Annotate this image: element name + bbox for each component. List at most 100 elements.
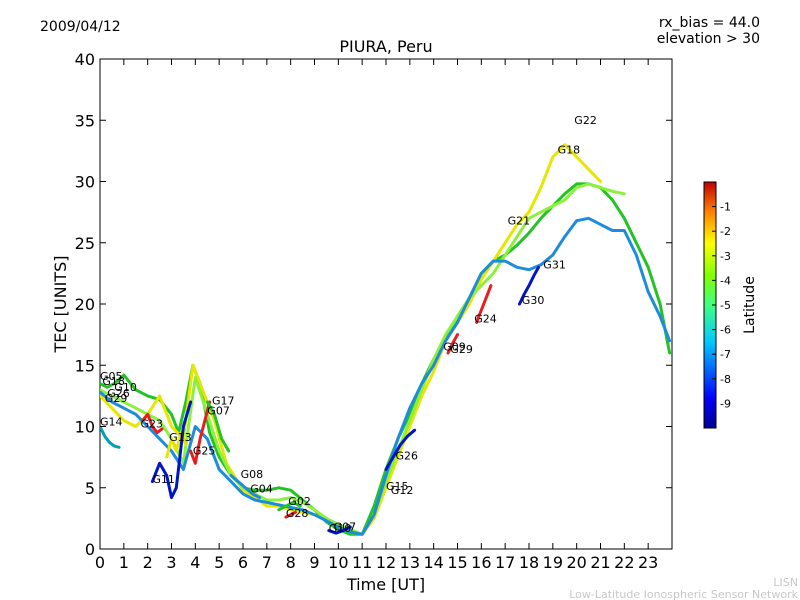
y-tick-label: 25 [75,234,95,253]
x-tick-label: 23 [638,553,658,572]
y-tick-label: 15 [75,356,95,375]
sat-label-g15: G15 [386,480,409,493]
series-g10 [327,525,352,535]
annotation-layer: G22G18G21G31G30G24G09G29G26G15G12G02G28G… [100,114,597,535]
x-tick-label: 2 [143,553,153,572]
x-tick-label: 1 [119,553,129,572]
colorbar-ticks: -1 -2 -3 -4 -5 -6 -7 -8 -9 [712,201,731,410]
x-tick-label: 21 [590,553,610,572]
series-g30 [518,265,540,306]
sat-label-g02: G02 [288,495,311,508]
series-g24 [475,284,493,324]
x-tick-label: 7 [262,553,272,572]
colorbar-tick-label: -5 [720,299,731,312]
y-tick-label: 35 [75,111,95,130]
x-axis: 0 1 2 3 4 5 6 7 8 9 10 11 12 13 14 15 16 17 18 19 20 21 22 23 [95,59,658,572]
sat-label-g31: G31 [543,259,566,272]
x-axis-label: Time [UT] [346,575,425,594]
sat-label-g23: G23 [141,418,164,431]
series-g14 [100,425,121,449]
elevation-label: elevation > 30 [657,31,760,47]
y-tick-label: 10 [75,418,95,437]
sat-label-g25: G25 [193,445,216,458]
sat-label-g26: G26 [107,387,130,400]
sat-label-g10: G10 [329,522,352,535]
y-axis-label: TEC [UNITS] [51,256,70,354]
y-tick-label: 20 [75,295,95,314]
series-g25 [189,400,212,465]
x-tick-label: 3 [166,553,176,572]
x-tick-label: 11 [352,553,372,572]
colorbar-tick-label: -1 [720,201,731,214]
sat-label-g05: G05 [100,370,123,383]
series-g11 [150,400,193,500]
series-g31 [100,216,672,536]
sat-label-g29: G29 [450,343,473,356]
y-axis: 0 5 10 15 20 25 30 35 40 [75,50,672,559]
x-tick-label: 17 [495,553,515,572]
x-tick-label: 12 [376,553,396,572]
x-tick-label: 0 [95,553,105,572]
x-tick-label: 8 [286,553,296,572]
x-tick-label: 5 [214,553,224,572]
sat-label-g22: G22 [574,114,597,127]
sat-label-g09: G09 [443,341,466,354]
sat-label-g17: G17 [212,394,235,407]
series-g08 [229,474,262,500]
x-tick-label: 15 [447,553,467,572]
x-tick-label: 10 [328,553,348,572]
x-tick-label: 9 [309,553,319,572]
colorbar-tick-label: -3 [720,250,731,263]
sat-label-g24: G24 [474,312,497,325]
sat-label-g29: G29 [105,392,128,405]
series-layer [100,143,672,536]
footer-lisn: LISN [773,576,798,589]
sat-label-g18: G18 [102,375,125,388]
sat-label-g18: G18 [558,143,581,156]
colorbar-tick-label: -7 [720,348,731,361]
colorbar-tick-label: -2 [720,225,731,238]
x-tick-label: 6 [238,553,248,572]
x-tick-label: 19 [543,553,563,572]
y-tick-label: 40 [75,50,95,69]
x-tick-label: 4 [190,553,200,572]
colorbar-tick-label: -6 [720,324,731,337]
sat-label-g11: G11 [152,473,175,486]
sat-label-g08: G08 [241,468,264,481]
sat-label-g13: G13 [169,431,192,444]
series-g17 [205,400,231,453]
date-label: 2009/04/12 [40,19,121,35]
series-g02 [277,500,302,512]
colorbar-tick-label: -8 [720,373,731,386]
sat-label-g10: G10 [114,381,137,394]
series-g29 [446,333,459,355]
x-tick-label: 13 [400,553,420,572]
rx-bias-label: rx_bias = 44.0 [659,15,760,31]
x-tick-label: 22 [614,553,634,572]
colorbar-tick-label: -4 [720,274,731,287]
sat-label-g07: G07 [334,521,357,534]
y-tick-label: 30 [75,173,95,192]
sat-label-g04: G04 [250,483,273,496]
sat-label-g28: G28 [286,507,309,520]
x-tick-label: 18 [519,553,539,572]
x-tick-label: 14 [423,553,443,572]
colorbar-label: Latitude [742,276,758,334]
sat-label-g12: G12 [391,484,414,497]
sat-label-g30: G30 [522,294,545,307]
colorbar-tick-label: -9 [720,397,731,410]
y-tick-label: 5 [85,479,95,498]
footer-network: Low-Latitude Ionospheric Sensor Network [569,588,798,600]
sat-label-g14: G14 [100,415,123,428]
series-g22 [100,182,672,536]
series-g26 [384,428,417,471]
chart-title: PIURA, Peru [339,37,432,56]
sat-label-g21: G21 [508,214,531,227]
series-g28 [284,510,297,519]
series-g23 [141,412,164,435]
sat-label-g07: G07 [207,404,230,417]
sat-label-g26: G26 [396,450,419,463]
x-tick-label: 16 [471,553,491,572]
y-tick-label: 0 [85,540,95,559]
